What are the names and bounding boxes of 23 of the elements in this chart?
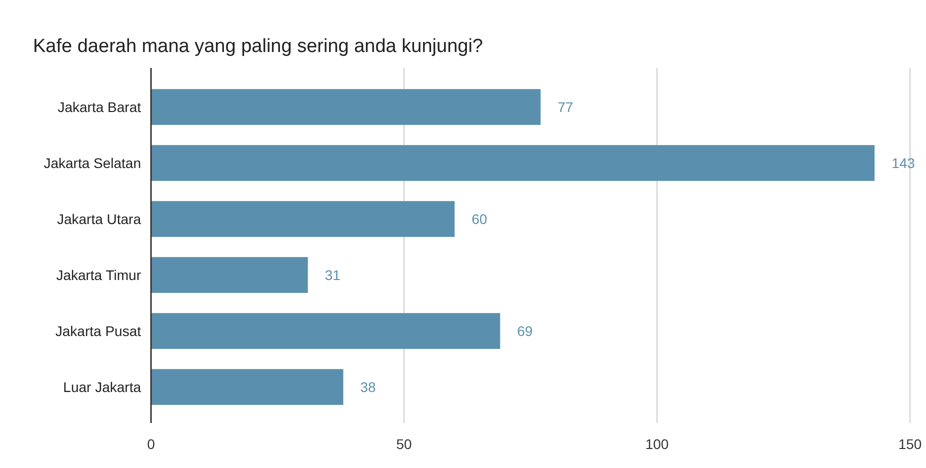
data-label: 77 [558, 98, 574, 115]
x-tick-label: 0 [147, 436, 156, 452]
bar [151, 145, 875, 181]
bar [151, 257, 308, 293]
y-tick-label: Jakarta Selatan [44, 154, 141, 171]
y-tick-label: Jakarta Barat [58, 98, 142, 115]
bar [151, 369, 344, 405]
data-label: 143 [892, 154, 916, 171]
data-label: 38 [360, 378, 376, 395]
y-tick-label: Jakarta Timur [56, 266, 142, 283]
y-tick-label: Jakarta Utara [56, 210, 142, 227]
bar [151, 313, 500, 349]
x-tick-label: 100 [645, 436, 669, 452]
chart-title: Kafe daerah mana yang paling sering anda kunjungi? [33, 36, 483, 57]
y-tick-label: Jakarta Pusat [55, 322, 142, 339]
x-tick-label: 150 [898, 436, 922, 452]
x-tick-label: 50 [396, 436, 412, 452]
data-label: 31 [324, 266, 341, 283]
bar [151, 89, 541, 125]
bar [151, 201, 455, 237]
data-label: 69 [517, 322, 533, 339]
y-tick-label: Luar Jakarta [63, 378, 142, 395]
data-label: 60 [472, 210, 488, 227]
